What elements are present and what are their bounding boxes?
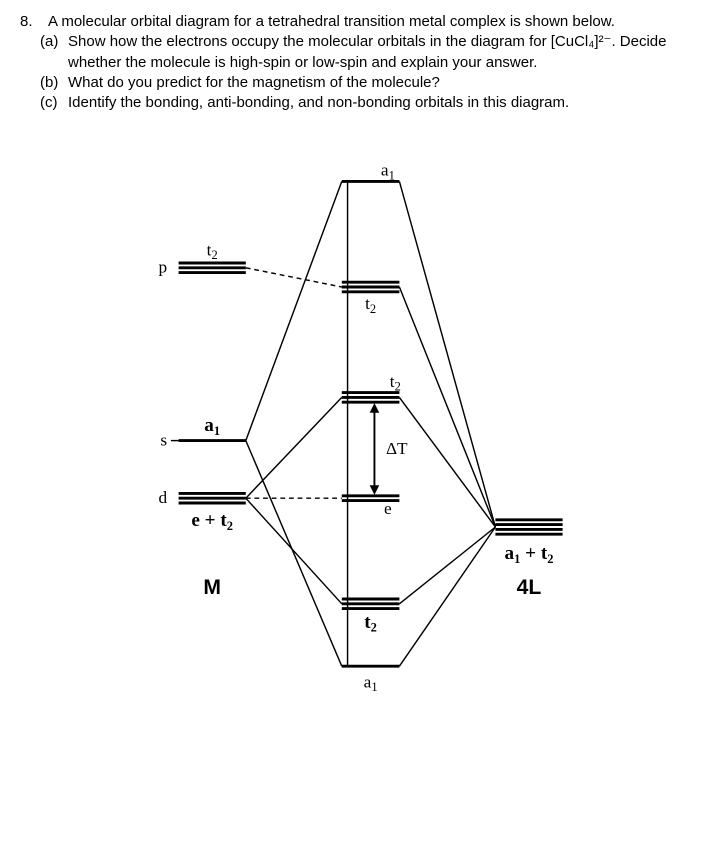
- svg-text:t2: t2: [207, 241, 218, 263]
- svg-text:t2: t2: [390, 372, 401, 394]
- svg-text:t2: t2: [364, 612, 377, 635]
- part-c-text: Identify the bonding, anti-bonding, and …: [68, 93, 702, 113]
- svg-text:a1: a1: [364, 673, 378, 695]
- part-b-label: (b): [40, 73, 68, 93]
- svg-text:M: M: [203, 576, 221, 599]
- mo-diagram: p t2 s a1 d e + t2 Ma1 + t2 4L a1 t2 t2 e t2 a1 ΔT: [121, 143, 601, 719]
- svg-text:t2: t2: [365, 294, 376, 316]
- part-b-text: What do you predict for the magnetism of…: [68, 73, 702, 93]
- part-c-label: (c): [40, 93, 68, 113]
- svg-text:e + t2: e + t2: [191, 510, 233, 533]
- svg-text:a1: a1: [204, 415, 220, 438]
- svg-text:s: s: [160, 431, 167, 450]
- part-a-label: (a): [40, 32, 68, 73]
- svg-text:p: p: [158, 258, 167, 277]
- svg-text:d: d: [158, 488, 167, 507]
- svg-text:a1: a1: [381, 161, 395, 183]
- svg-text:e: e: [384, 499, 392, 518]
- question-intro: A molecular orbital diagram for a tetrah…: [48, 12, 702, 32]
- svg-text:ΔT: ΔT: [386, 439, 408, 458]
- svg-text:4L: 4L: [517, 576, 542, 599]
- svg-text:a1 + t2: a1 + t2: [505, 543, 554, 566]
- question-number: 8.: [20, 12, 48, 32]
- part-a-text: Show how the electrons occupy the molecu…: [68, 32, 702, 73]
